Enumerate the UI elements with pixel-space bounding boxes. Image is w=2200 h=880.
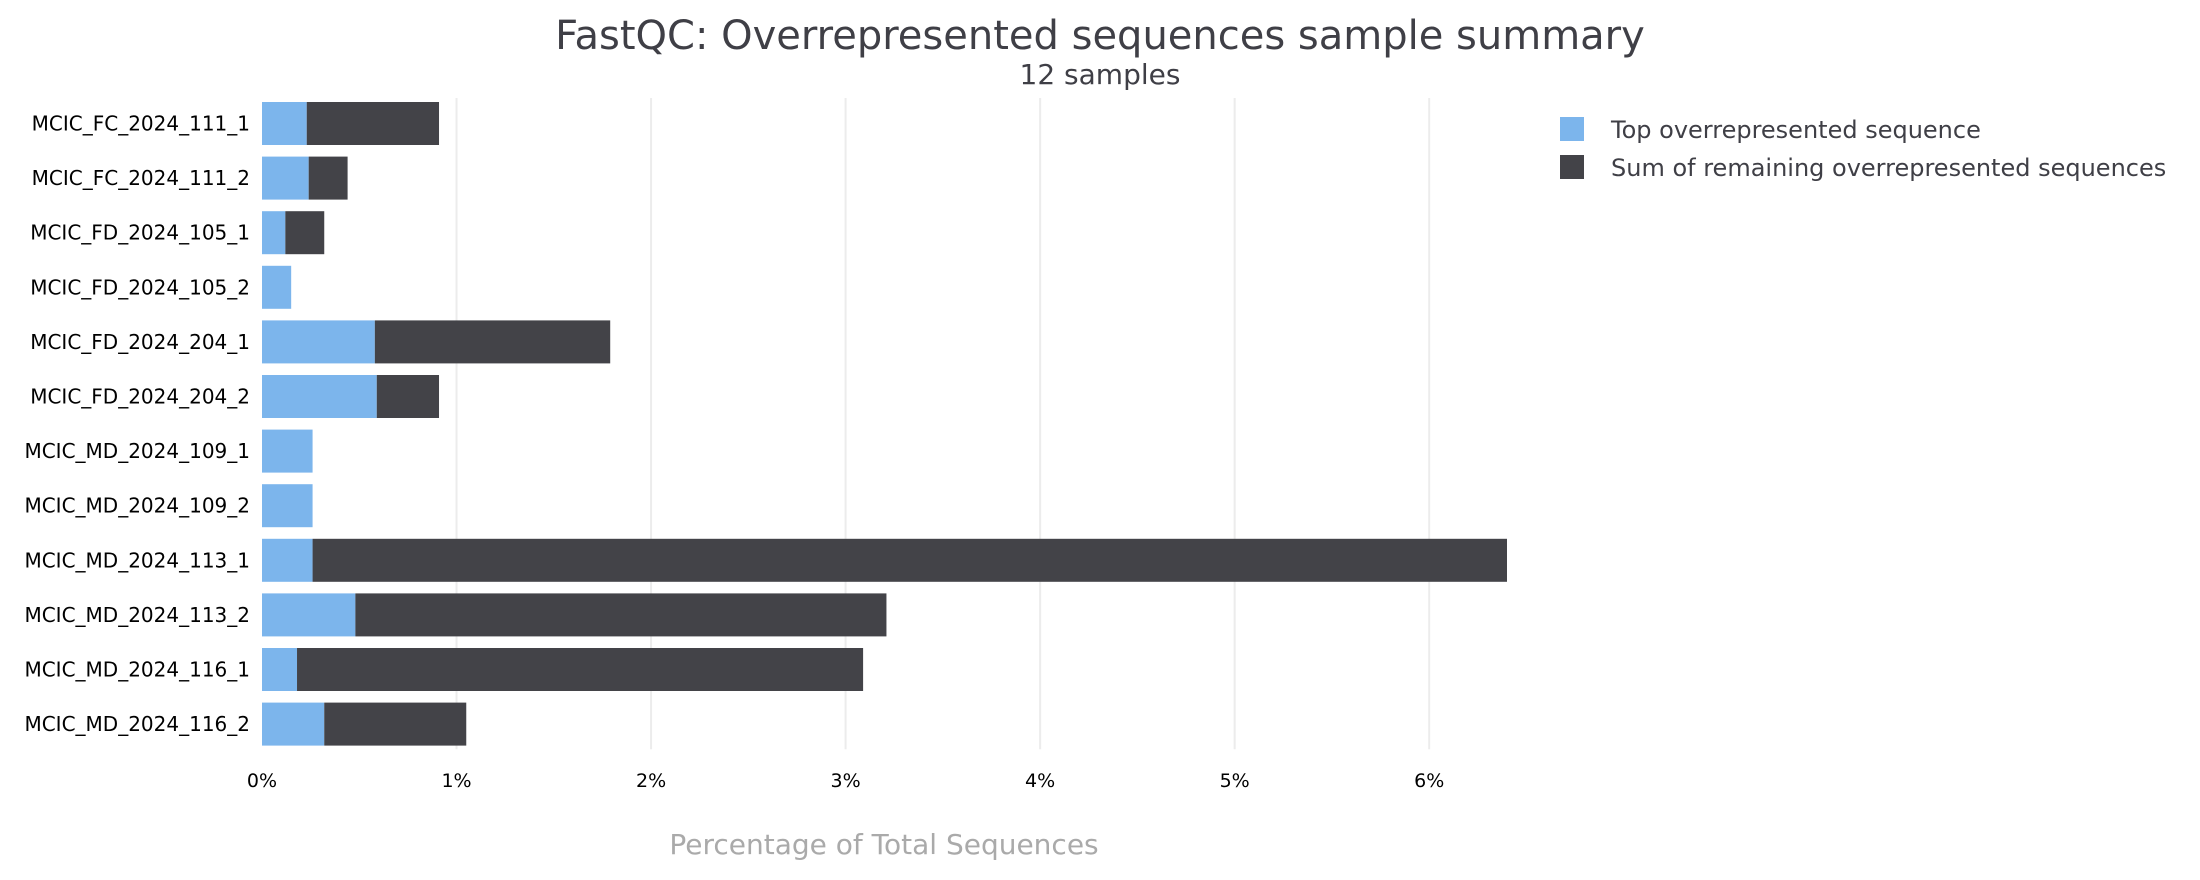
category-label: MCIC_MD_2024_116_2 bbox=[24, 712, 250, 736]
bar-remaining-sequences bbox=[306, 102, 440, 145]
bar-remaining-sequences bbox=[285, 211, 325, 255]
bar-remaining-sequences bbox=[308, 156, 348, 200]
bar-remaining-sequences bbox=[376, 375, 440, 418]
category-label: MCIC_MD_2024_113_2 bbox=[24, 603, 250, 627]
bar-top-sequence bbox=[262, 211, 286, 255]
bar-top-sequence bbox=[262, 265, 292, 309]
x-tick-label: 6% bbox=[1414, 770, 1444, 792]
category-label: MCIC_FD_2024_105_2 bbox=[30, 275, 250, 299]
bar-top-sequence bbox=[262, 593, 356, 637]
category-label: MCIC_MD_2024_109_1 bbox=[24, 439, 250, 463]
bar-remaining-sequences bbox=[297, 648, 864, 691]
bar-top-sequence bbox=[262, 429, 313, 473]
bar-top-sequence bbox=[262, 648, 298, 691]
category-labels: MCIC_FC_2024_111_1 MCIC_FC_2024_111_2 MCIC… bbox=[24, 112, 250, 737]
legend: Top overrepresented sequence Sum of rema… bbox=[1560, 116, 2166, 182]
bar-top-sequence bbox=[262, 484, 313, 528]
chart-title: FastQC: Overrepresented sequences sample… bbox=[555, 13, 1645, 59]
bar-top-sequence bbox=[262, 320, 375, 364]
chart-subtitle: 12 samples bbox=[1020, 58, 1181, 91]
x-axis-title: Percentage of Total Sequences bbox=[669, 828, 1098, 861]
x-tick-label: 4% bbox=[1025, 770, 1055, 792]
legend-swatch-remaining-sequences bbox=[1560, 155, 1584, 179]
x-tick-label: 5% bbox=[1220, 770, 1250, 792]
x-tick-label: 0% bbox=[247, 770, 277, 792]
x-tick-label: 1% bbox=[441, 770, 471, 792]
bar-remaining-sequences bbox=[355, 593, 887, 637]
category-label: MCIC_FD_2024_204_2 bbox=[30, 385, 250, 409]
category-label: MCIC_MD_2024_116_1 bbox=[24, 658, 250, 682]
x-tick-label: 3% bbox=[831, 770, 861, 792]
legend-swatch-top-sequence bbox=[1560, 117, 1584, 141]
bar-series bbox=[262, 102, 1507, 746]
x-axis-ticks: 0% 1% 2% 3% 4% 5% 6% bbox=[247, 770, 1444, 792]
bar-remaining-sequences bbox=[312, 538, 1507, 582]
gridlines bbox=[455, 98, 1431, 750]
bar-top-sequence bbox=[262, 156, 309, 200]
category-label: MCIC_FD_2024_105_1 bbox=[30, 221, 250, 245]
bar-top-sequence bbox=[262, 538, 313, 582]
bar-remaining-sequences bbox=[324, 702, 467, 746]
category-label: MCIC_FC_2024_111_2 bbox=[32, 166, 250, 190]
category-label: MCIC_MD_2024_113_1 bbox=[24, 548, 250, 572]
x-tick-label: 2% bbox=[636, 770, 666, 792]
category-label: MCIC_MD_2024_109_2 bbox=[24, 494, 250, 518]
category-label: MCIC_FD_2024_204_1 bbox=[30, 330, 250, 354]
legend-label-remaining-sequences: Sum of remaining overrepresented sequenc… bbox=[1611, 154, 2166, 182]
bar-top-sequence bbox=[262, 102, 307, 145]
bar-top-sequence bbox=[262, 375, 377, 418]
bar-remaining-sequences bbox=[374, 320, 611, 364]
category-label: MCIC_FC_2024_111_1 bbox=[32, 112, 250, 136]
bar-top-sequence bbox=[262, 702, 325, 746]
legend-label-top-sequence: Top overrepresented sequence bbox=[1610, 116, 1981, 144]
